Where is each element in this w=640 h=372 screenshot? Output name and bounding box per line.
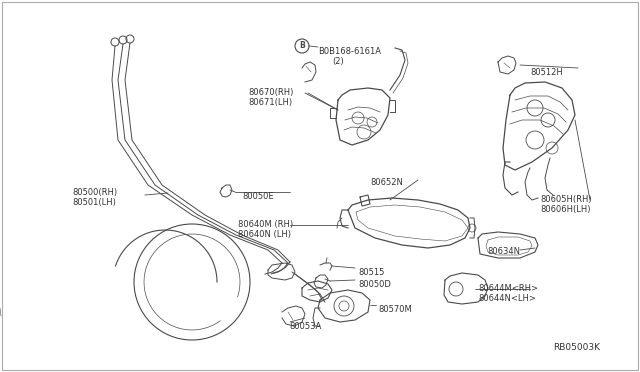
Text: 80050E: 80050E (242, 192, 274, 201)
Text: 80605H(RH): 80605H(RH) (540, 195, 591, 204)
Text: 80570M: 80570M (378, 305, 412, 314)
Text: 80501(LH): 80501(LH) (72, 198, 116, 207)
Text: 80500(RH): 80500(RH) (72, 188, 117, 197)
Text: 80644M<RH>: 80644M<RH> (478, 284, 538, 293)
Text: 80671(LH): 80671(LH) (248, 98, 292, 107)
Text: RB05003K: RB05003K (553, 343, 600, 352)
Text: 80053A: 80053A (289, 322, 321, 331)
Text: 80634N: 80634N (487, 247, 520, 256)
Text: 80652N: 80652N (370, 178, 403, 187)
Text: B0B168-6161A: B0B168-6161A (318, 47, 381, 56)
Text: 80606H(LH): 80606H(LH) (540, 205, 591, 214)
Text: 80512H: 80512H (530, 68, 563, 77)
Text: B: B (299, 42, 305, 51)
Text: 80644N<LH>: 80644N<LH> (478, 294, 536, 303)
Text: 80640N (LH): 80640N (LH) (238, 230, 291, 239)
Text: 80515: 80515 (358, 268, 385, 277)
Text: 80050D: 80050D (358, 280, 391, 289)
Text: (2): (2) (332, 57, 344, 66)
Text: 80670(RH): 80670(RH) (248, 88, 293, 97)
Text: 80640M (RH): 80640M (RH) (238, 220, 293, 229)
